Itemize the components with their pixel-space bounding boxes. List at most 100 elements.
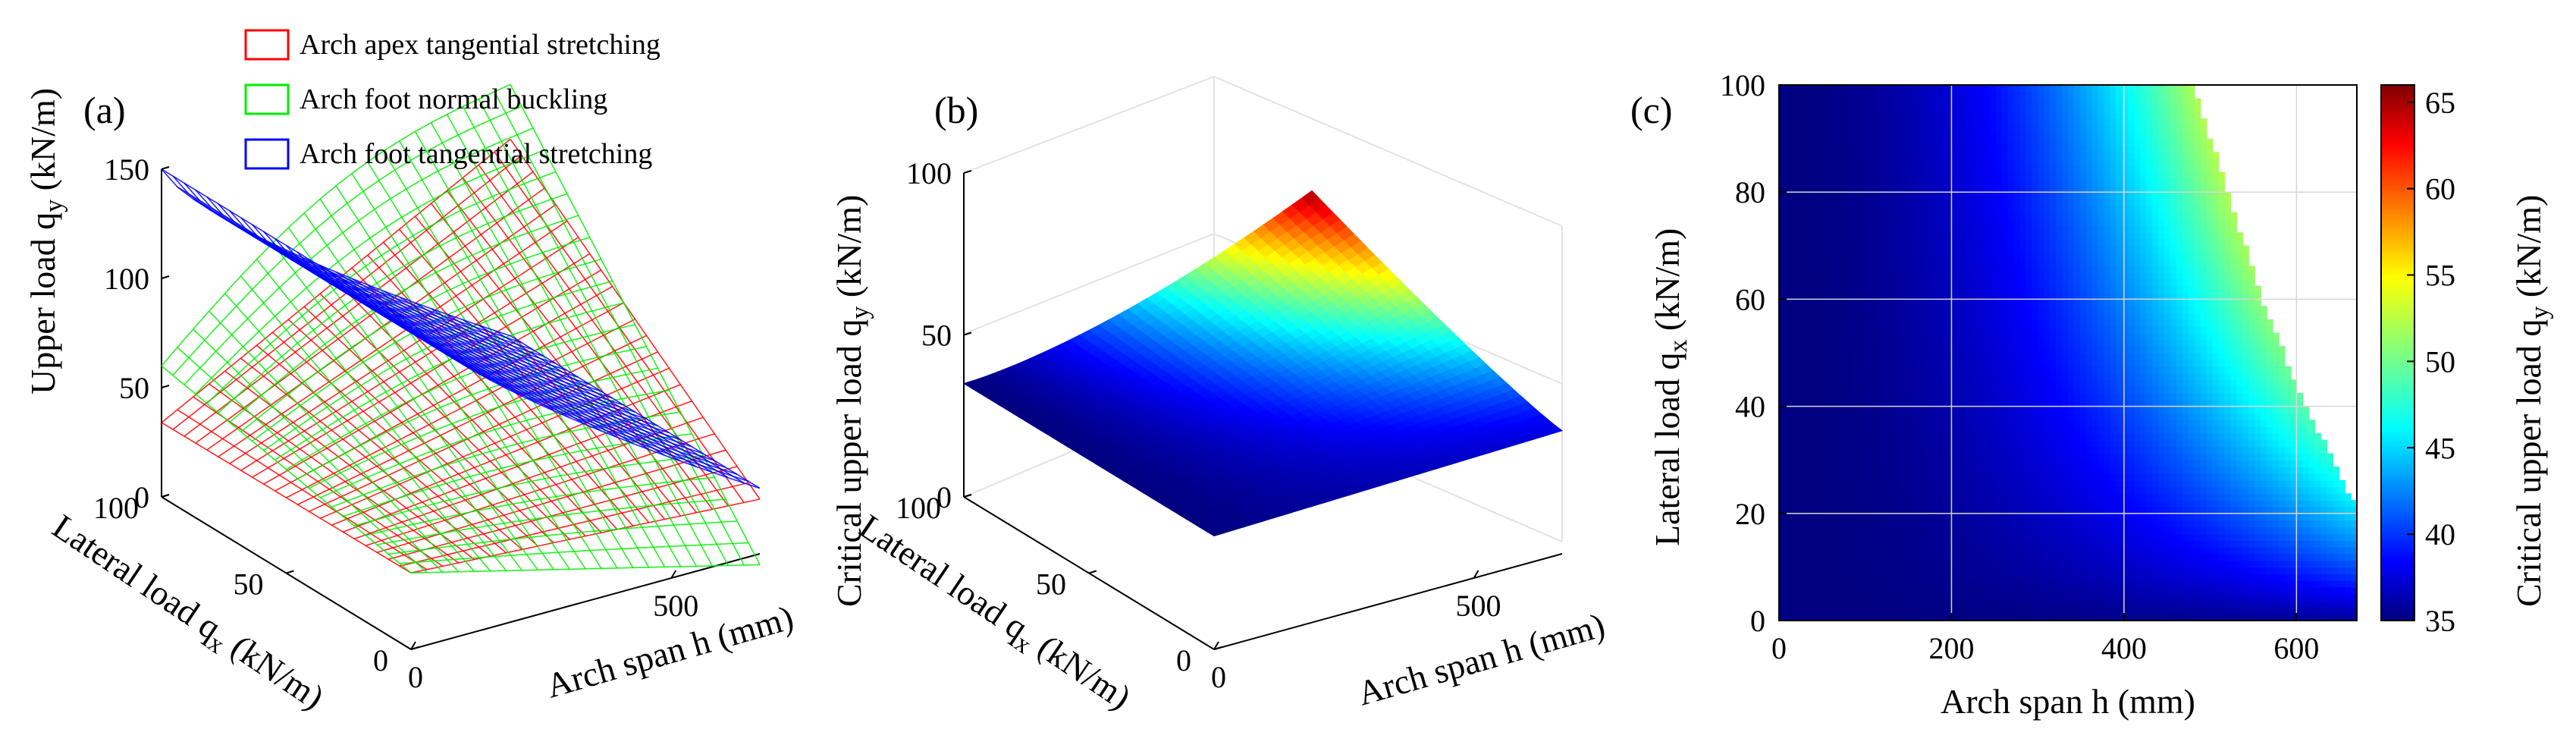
mesh-line — [184, 127, 534, 385]
heatmap-cell — [2266, 399, 2273, 407]
heatmap-cell — [1941, 526, 1948, 535]
heatmap-cell — [1833, 567, 1840, 574]
heatmap-cell — [1821, 386, 1828, 394]
surface-mesh-2 — [161, 83, 761, 574]
heatmap-cell — [1784, 593, 1792, 602]
heatmap-cell — [1833, 413, 1840, 420]
panel-label-c: (c) — [1630, 89, 1673, 131]
heatmap-cell — [1983, 460, 1991, 467]
heatmap-cell — [1857, 574, 1864, 581]
heatmap-cell — [1905, 526, 1912, 535]
heatmap-cell — [2128, 460, 2135, 467]
heatmap-cell — [2284, 413, 2292, 420]
heatmap-cell — [2333, 507, 2339, 514]
heatmap-cell — [2164, 406, 2171, 414]
heatmap-cell — [2218, 526, 2226, 535]
heatmap-cell — [1851, 467, 1858, 474]
heatmap-cell — [2007, 432, 2015, 441]
heatmap-cell — [2158, 399, 2165, 407]
heatmap-cell — [1845, 553, 1852, 561]
heatmap-cell — [1851, 432, 1858, 441]
heatmap-cell — [2001, 607, 2009, 614]
heatmap-cell — [1833, 553, 1840, 561]
heatmap-cell — [1972, 399, 1978, 407]
heatmap-cell — [2122, 520, 2129, 528]
heatmap-cell — [2079, 567, 2087, 574]
heatmap-cell — [1977, 467, 1985, 474]
heatmap-cell — [2272, 386, 2279, 394]
heatmap-cell — [1947, 366, 1954, 374]
heatmap-cell — [2333, 540, 2339, 548]
heatmap-cell — [2230, 533, 2237, 541]
heatmap-cell — [2073, 460, 2081, 467]
heatmap-cell — [1845, 393, 1852, 401]
heatmap-cell — [2128, 580, 2135, 588]
heatmap-cell — [2050, 460, 2057, 467]
heatmap-cell — [2140, 593, 2147, 602]
heatmap-cell — [1833, 467, 1840, 474]
heatmap-cell — [1893, 533, 1900, 541]
heatmap-cell — [1833, 446, 1840, 454]
heatmap-cell — [1966, 473, 1972, 481]
heatmap-cell — [1899, 567, 1906, 574]
heatmap-cell — [1966, 420, 1972, 427]
heatmap-cell — [2116, 593, 2123, 602]
heatmap-cell — [2320, 586, 2328, 595]
heatmap-cell — [1966, 540, 1972, 548]
heatmap-cell — [2218, 446, 2226, 454]
heatmap-cell — [1995, 406, 2003, 414]
heatmap-cell — [1796, 567, 1804, 574]
heatmap-cell — [1947, 393, 1954, 401]
heatmap-cell — [1857, 460, 1864, 467]
heatmap-cell — [2091, 439, 2099, 448]
heatmap-cell — [1899, 607, 1906, 614]
heatmap-cell — [1966, 393, 1972, 401]
heatmap-cell — [2098, 614, 2105, 621]
heatmap-cell — [2206, 406, 2214, 414]
heatmap-cell — [2230, 513, 2237, 521]
heatmap-cell — [2019, 614, 2027, 621]
heatmap-cell — [1881, 607, 1888, 614]
heatmap-cell — [1983, 500, 1991, 508]
heatmap-cell — [1833, 600, 1840, 608]
heatmap-cell — [2230, 560, 2237, 568]
heatmap-cell — [2278, 540, 2286, 548]
heatmap-cell — [2025, 507, 2033, 514]
y-tick-mark — [1088, 570, 1097, 574]
heatmap-cell — [1977, 567, 1985, 574]
heatmap-cell — [1989, 460, 1997, 467]
heatmap-cell — [2116, 507, 2123, 514]
heatmap-cell — [1887, 413, 1894, 420]
heatmap-cell — [2176, 467, 2183, 474]
heatmap-cell — [1821, 614, 1828, 621]
heatmap-cell — [1972, 406, 1978, 414]
heatmap-cell — [2182, 413, 2189, 420]
heatmap-cell — [1977, 507, 1985, 514]
heatmap-cell — [2236, 479, 2243, 488]
heatmap-cell — [1995, 432, 2003, 441]
heatmap-cell — [1821, 406, 1828, 414]
heatmap-cell — [2314, 600, 2322, 608]
heatmap-cell — [2013, 446, 2021, 454]
heatmap-cell — [2170, 406, 2177, 414]
heatmap-cell — [2056, 540, 2063, 548]
heatmap-cell — [1929, 453, 1937, 460]
heatmap-cell — [1893, 486, 1900, 495]
heatmap-cell — [1827, 386, 1834, 394]
heatmap-cell — [2098, 546, 2105, 555]
heatmap-cell — [2085, 473, 2093, 481]
heatmap-cell — [2062, 473, 2069, 481]
heatmap-cell — [2140, 406, 2147, 414]
heatmap-cell — [2333, 580, 2339, 588]
heatmap-cell — [2314, 500, 2322, 508]
heatmap-cell — [1784, 533, 1792, 541]
heatmap-cell — [2038, 533, 2044, 541]
heatmap-cell — [2073, 406, 2081, 414]
heatmap-cell — [1803, 420, 1810, 427]
heatmap-cell — [2230, 393, 2237, 401]
heatmap-cell — [2050, 432, 2057, 441]
heatmap-cell — [1995, 520, 2003, 528]
heatmap-cell — [2266, 520, 2273, 528]
heatmap-cell — [2224, 507, 2232, 514]
